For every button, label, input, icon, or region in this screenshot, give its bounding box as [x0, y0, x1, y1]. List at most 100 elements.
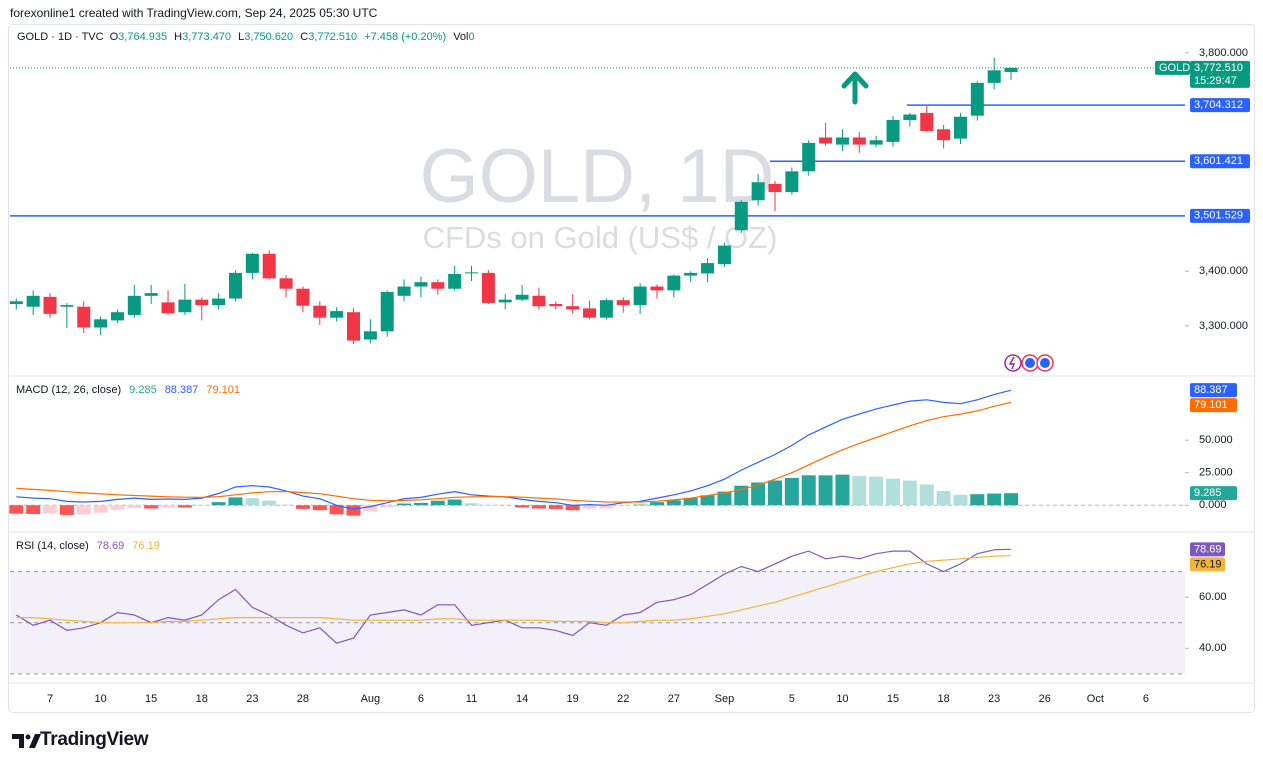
histogram-bar	[768, 480, 782, 506]
price-line-label-text: 3,501.529	[1194, 210, 1243, 222]
candle-body	[212, 298, 226, 306]
x-tick-label: 26	[1039, 693, 1051, 705]
x-tick-label: 18	[937, 693, 949, 705]
histogram-bar	[835, 474, 850, 506]
histogram-bar	[279, 504, 294, 506]
histogram-bar	[76, 505, 91, 515]
histogram-bar	[93, 505, 108, 513]
candle-body	[903, 114, 917, 121]
ohlc: O3,764.935 H3,773.470 L3,750.620 C3,772.…	[110, 31, 479, 43]
candle-body	[9, 301, 23, 305]
histogram-bar	[413, 502, 428, 506]
candle-body	[953, 116, 967, 139]
candle-body	[734, 201, 748, 231]
candle-body	[937, 129, 951, 141]
candle-body	[633, 286, 647, 306]
candle-body	[1004, 67, 1018, 72]
indicator-line	[15, 548, 1012, 644]
candle-body	[481, 272, 495, 303]
candle-body	[717, 245, 731, 265]
candle-body	[414, 282, 428, 287]
histogram-bar	[751, 482, 766, 506]
event-icon[interactable]	[1004, 354, 1022, 372]
histogram-bar	[245, 498, 260, 506]
histogram-bar	[919, 484, 934, 506]
x-tick-label: 15	[887, 693, 899, 705]
candle-body	[228, 272, 242, 299]
candle-body	[650, 286, 664, 291]
x-tick-label: 27	[668, 693, 680, 705]
ohlc-value: 3,772.510	[308, 31, 358, 43]
price-line-label	[1190, 98, 1250, 113]
y-tick-label: 3,800.000	[1199, 47, 1248, 59]
candle-body	[380, 292, 394, 332]
candle-body	[195, 299, 209, 306]
candle-body	[77, 306, 91, 328]
candle-body	[262, 253, 276, 279]
brand-logo	[12, 734, 41, 748]
candle-body	[566, 306, 580, 310]
histogram-bar	[852, 475, 867, 506]
y-tick-label: 60.00	[1199, 591, 1227, 603]
x-tick-label: 10	[836, 693, 848, 705]
candle-body	[987, 70, 1001, 83]
histogram-bar	[700, 495, 715, 506]
histogram-bar	[886, 478, 901, 506]
histogram-bar	[481, 504, 496, 506]
indicator-value-label	[1190, 398, 1237, 413]
histogram-bar	[649, 502, 664, 506]
candle-body	[684, 272, 698, 276]
candle-body	[127, 295, 141, 315]
histogram-bar	[262, 500, 277, 506]
x-tick-label: 6	[418, 693, 424, 705]
histogram-bar	[548, 505, 563, 509]
candle-body	[431, 282, 445, 289]
indicator-value-label-text: 88.387	[1194, 384, 1228, 396]
indicator-value: 9.285	[129, 384, 157, 396]
histogram-bar	[666, 500, 681, 506]
indicator-line	[16, 389, 1012, 510]
histogram-bar	[127, 505, 142, 508]
histogram-bar	[970, 494, 985, 506]
candle-body	[363, 331, 377, 340]
candle-body	[161, 302, 175, 314]
chart-frame	[8, 24, 1255, 713]
candle-body	[869, 140, 883, 145]
event-icon-glyph	[1040, 358, 1050, 368]
histogram-bar	[228, 497, 243, 506]
x-tick-label: 14	[516, 693, 528, 705]
x-tick-label: 19	[567, 693, 579, 705]
symbol[interactable]: GOLD · 1D · TVC	[17, 31, 104, 43]
indicator-value-label	[1190, 383, 1237, 398]
candle-body	[347, 312, 360, 341]
x-tick-label: 15	[145, 693, 157, 705]
histogram-bar	[346, 505, 361, 516]
y-tick-label: 3,300.000	[1199, 320, 1248, 332]
attribution: forexonline1 created with TradingView.co…	[10, 6, 378, 20]
candle-body	[785, 171, 799, 193]
y-tick-label: 50.000	[1199, 434, 1233, 446]
histogram-bar	[211, 502, 226, 506]
candle-body	[920, 112, 934, 131]
x-tick-label: 28	[297, 693, 309, 705]
symbol-label	[1155, 60, 1190, 75]
candle-body	[279, 278, 293, 289]
candle-body	[245, 253, 259, 273]
candle-body	[701, 263, 715, 274]
brand[interactable]: TradingView	[40, 729, 149, 750]
event-icon-glyph	[1008, 356, 1016, 370]
x-tick-label: 10	[94, 693, 106, 705]
candle-body	[970, 82, 984, 116]
candle-body	[296, 288, 310, 306]
indicator-line	[16, 555, 1012, 624]
event-icons[interactable]	[1004, 354, 1054, 372]
histogram-bar	[380, 505, 395, 508]
histogram-bar	[616, 505, 631, 506]
x-tick-label: 18	[196, 693, 208, 705]
histogram-bar	[599, 505, 614, 509]
histogram-bar	[26, 505, 41, 514]
last-price-label	[1190, 60, 1250, 75]
indicator-value: 78.69	[97, 540, 125, 552]
